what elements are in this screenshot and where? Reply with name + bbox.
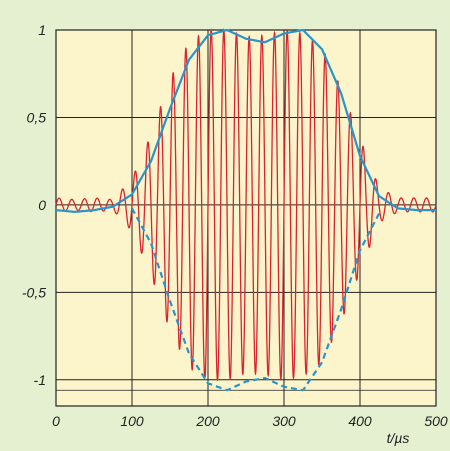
upper-envelope-line (55, 28, 437, 213)
y-tick-label: 0,5 (27, 109, 47, 125)
signal-series (55, 28, 437, 382)
x-tick-label: 400 (348, 413, 372, 429)
x-tick-label: 100 (120, 413, 144, 429)
signal-line (55, 28, 437, 382)
x-tick-label: 0 (52, 413, 60, 429)
y-tick-label: -1 (34, 372, 46, 388)
x-tick-label: 500 (424, 413, 448, 429)
x-tick-label: 200 (195, 413, 220, 429)
x-axis-title: t/µs (387, 430, 410, 446)
x-tick-labels: 0 100 200 300 400 500 (52, 413, 448, 429)
lower-envelope-line (131, 207, 380, 392)
y-tick-label: -0,5 (22, 284, 46, 300)
y-tick-label: 0 (38, 197, 46, 213)
x-tick-label: 300 (272, 413, 296, 429)
y-tick-labels: 1 0,5 0 -0,5 -1 (22, 22, 46, 388)
y-tick-label: 1 (38, 22, 46, 38)
envelope-series (55, 28, 437, 392)
